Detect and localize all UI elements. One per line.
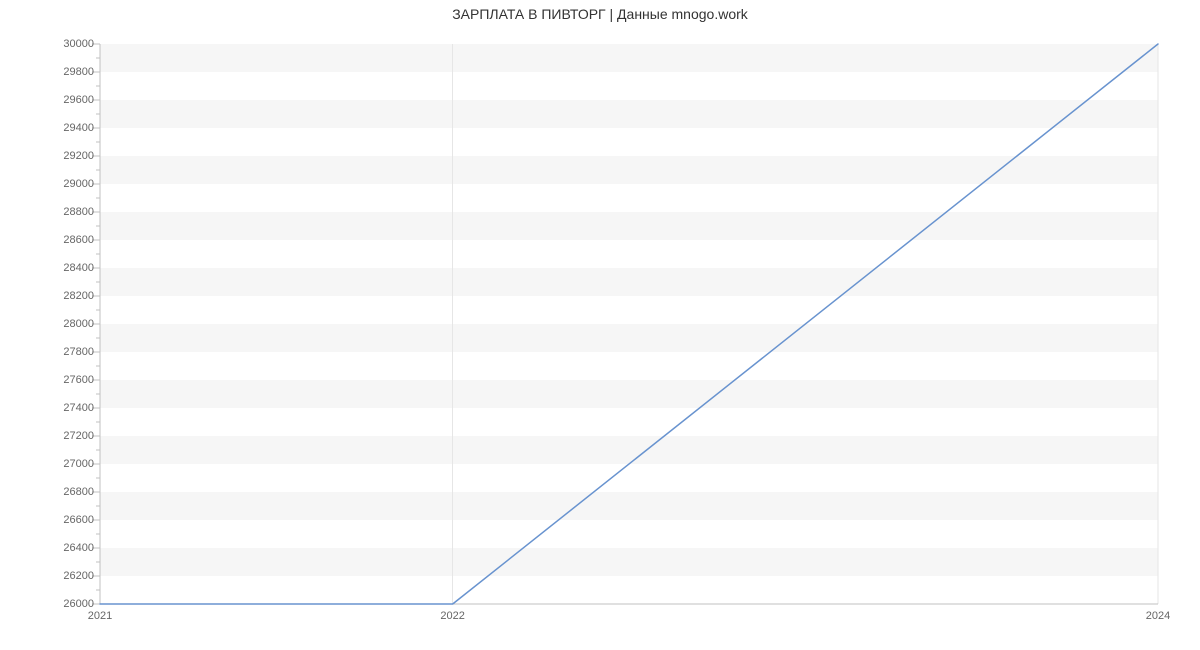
- y-tick-label: 26200: [63, 570, 100, 582]
- y-tick-label: 29800: [63, 66, 100, 78]
- y-tick-label: 28600: [63, 234, 100, 246]
- y-tick-label: 26600: [63, 514, 100, 526]
- y-tick-label: 29000: [63, 178, 100, 190]
- y-tick-label: 29400: [63, 122, 100, 134]
- y-tick-label: 28000: [63, 318, 100, 330]
- y-tick-label: 27800: [63, 346, 100, 358]
- x-tick-label: 2024: [1146, 604, 1170, 622]
- y-tick-label: 27200: [63, 430, 100, 442]
- y-tick-label: 28800: [63, 206, 100, 218]
- salary-line-chart: ЗАРПЛАТА В ПИВТОРГ | Данные mnogo.work 2…: [0, 0, 1200, 650]
- x-tick-label: 2022: [440, 604, 464, 622]
- y-tick-label: 29600: [63, 94, 100, 106]
- y-tick-label: 26800: [63, 486, 100, 498]
- y-tick-label: 26400: [63, 542, 100, 554]
- chart-svg: [100, 44, 1158, 604]
- x-tick-label: 2021: [88, 604, 112, 622]
- plot-area: 2600026200264002660026800270002720027400…: [100, 44, 1158, 604]
- y-tick-label: 28400: [63, 262, 100, 274]
- y-tick-label: 27400: [63, 402, 100, 414]
- y-tick-label: 27600: [63, 374, 100, 386]
- y-tick-label: 29200: [63, 150, 100, 162]
- y-tick-label: 27000: [63, 458, 100, 470]
- chart-title: ЗАРПЛАТА В ПИВТОРГ | Данные mnogo.work: [0, 6, 1200, 22]
- y-tick-label: 30000: [63, 38, 100, 50]
- y-tick-label: 28200: [63, 290, 100, 302]
